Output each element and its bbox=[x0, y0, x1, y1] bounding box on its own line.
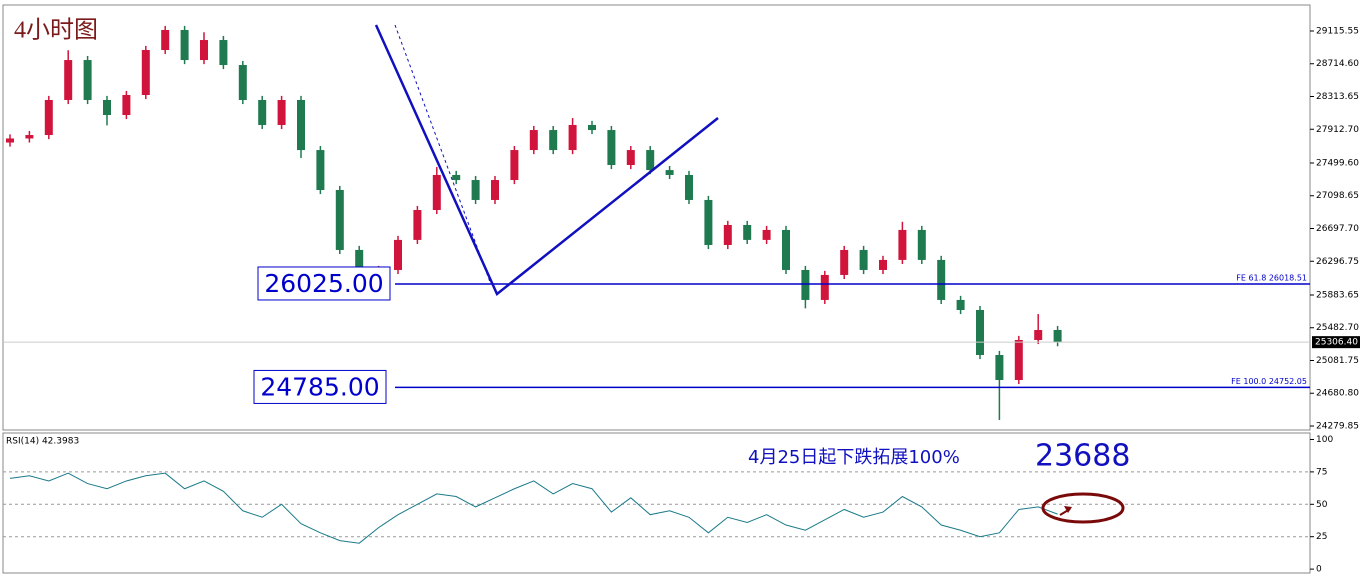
candle-body bbox=[413, 210, 422, 240]
candle-body bbox=[917, 229, 926, 260]
level-label: FE 61.8 26018.51 bbox=[1236, 273, 1307, 282]
y-tick-label: 24680.80 bbox=[1316, 389, 1359, 399]
candle-body bbox=[200, 40, 208, 61]
candle-body bbox=[723, 224, 732, 245]
y-tick-label: 26697.70 bbox=[1316, 224, 1359, 234]
candle-body bbox=[782, 229, 790, 270]
candle-body bbox=[316, 150, 325, 191]
level-label: FE 100.0 24752.05 bbox=[1231, 377, 1307, 386]
y-tick-label: 75 bbox=[1316, 467, 1327, 477]
arrow-head bbox=[1064, 506, 1072, 513]
candle-body bbox=[665, 170, 674, 175]
y-tick-label: 27098.65 bbox=[1316, 191, 1359, 201]
highlight-ellipse bbox=[1041, 492, 1125, 524]
y-tick-label: 28313.65 bbox=[1316, 92, 1359, 102]
candle-body bbox=[25, 135, 34, 139]
y-tick-label: 25081.75 bbox=[1316, 356, 1359, 366]
candle-body bbox=[685, 174, 693, 200]
level-box bbox=[257, 266, 391, 301]
candle-body bbox=[956, 299, 965, 310]
candle-body bbox=[335, 190, 344, 250]
candle-body bbox=[859, 249, 868, 270]
candle-body bbox=[161, 29, 170, 50]
candle-body bbox=[297, 99, 305, 151]
price-panel bbox=[2, 4, 1311, 431]
rsi-title: RSI(14) 42.3983 bbox=[6, 437, 79, 447]
candle-body bbox=[801, 269, 810, 300]
candle-body bbox=[258, 99, 267, 125]
y-tick-label: 25482.70 bbox=[1316, 323, 1359, 333]
candle-body bbox=[937, 259, 946, 300]
rsi-panel bbox=[2, 432, 1311, 574]
trend-line-dashed bbox=[394, 24, 491, 283]
candle-body bbox=[529, 130, 538, 151]
candle-body bbox=[704, 199, 713, 245]
candle-body bbox=[238, 65, 247, 100]
last-price-tag bbox=[1312, 336, 1360, 349]
candle-body bbox=[898, 229, 907, 260]
candle-body bbox=[432, 174, 441, 211]
y-tick-label: 25 bbox=[1316, 532, 1327, 542]
trend-line bbox=[374, 24, 719, 296]
candle-body bbox=[1014, 339, 1023, 381]
candle-body bbox=[626, 150, 635, 166]
y-tick-label: 29115.55 bbox=[1316, 26, 1359, 36]
candle-body bbox=[491, 180, 499, 200]
y-tick-label: 28714.60 bbox=[1316, 59, 1359, 69]
level-box bbox=[253, 369, 387, 404]
annotation: 4月25日起下跌拓展100% bbox=[748, 447, 960, 468]
candle-body bbox=[452, 174, 461, 181]
candle-body bbox=[607, 130, 616, 166]
candle-body bbox=[83, 60, 92, 100]
candle-body bbox=[568, 124, 577, 151]
candle-body bbox=[879, 259, 887, 270]
candle-body bbox=[820, 274, 829, 300]
last-price-label: 25306.40 bbox=[1315, 338, 1358, 348]
candle-body bbox=[6, 138, 14, 143]
y-tick-label: 25883.65 bbox=[1316, 290, 1359, 300]
y-tick-label: 50 bbox=[1316, 500, 1328, 510]
candle-body bbox=[180, 29, 189, 61]
candle-body bbox=[64, 60, 73, 100]
y-tick-label: 100 bbox=[1316, 435, 1333, 445]
candle-body bbox=[510, 150, 519, 181]
candle-body bbox=[1034, 330, 1043, 340]
candle-body bbox=[762, 229, 771, 240]
level-box-label: 24785.00 bbox=[260, 372, 379, 401]
candle-body bbox=[995, 355, 1004, 381]
level-box-label: 26025.00 bbox=[264, 269, 383, 298]
candle-body bbox=[588, 124, 596, 131]
candle-body bbox=[471, 180, 480, 200]
candle-body bbox=[122, 95, 131, 116]
candle-body bbox=[840, 249, 849, 275]
candle-body bbox=[549, 130, 558, 151]
candle-body bbox=[44, 99, 53, 136]
y-tick-label: 24279.85 bbox=[1316, 422, 1359, 432]
rsi-line bbox=[9, 472, 1058, 544]
y-tick-label: 27912.70 bbox=[1316, 125, 1359, 135]
y-tick-label: 26296.75 bbox=[1316, 257, 1359, 267]
candle-body bbox=[976, 309, 984, 356]
candle-body bbox=[141, 49, 150, 96]
y-tick-label: 0 bbox=[1316, 565, 1322, 575]
chart-title: 4小时图 bbox=[14, 17, 98, 44]
candle-body bbox=[394, 239, 402, 270]
candle-body bbox=[277, 99, 286, 125]
candle-body bbox=[1053, 330, 1062, 343]
candle-body bbox=[219, 40, 228, 66]
candle-body bbox=[103, 99, 111, 116]
candle-body bbox=[743, 224, 752, 240]
annotation: 23688 bbox=[1035, 439, 1130, 474]
candle-body bbox=[646, 150, 655, 171]
y-tick-label: 27499.60 bbox=[1316, 158, 1359, 168]
